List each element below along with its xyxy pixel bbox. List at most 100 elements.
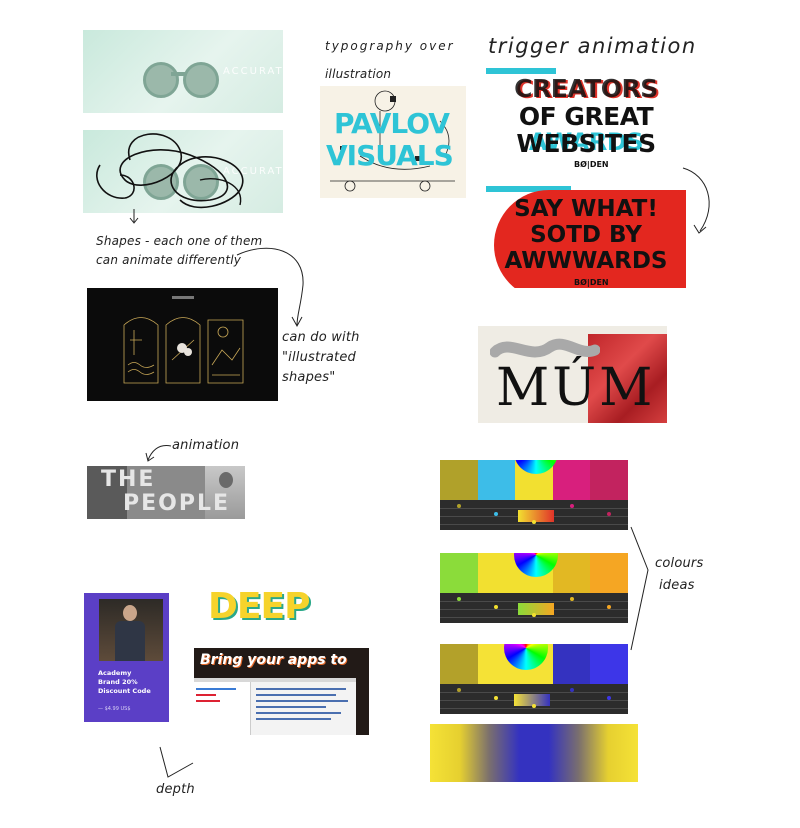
scribble-shapes xyxy=(96,133,244,209)
creators-brand: BØ|DEN xyxy=(574,160,609,169)
color-stop-dot[interactable] xyxy=(569,597,574,601)
academy-photo xyxy=(99,599,163,661)
saywhat-brand: BØ|DEN xyxy=(574,278,609,287)
color-stop-dot[interactable] xyxy=(532,520,536,524)
color-swatch[interactable] xyxy=(590,460,628,500)
glasses-bridge xyxy=(171,72,185,76)
color-swatch[interactable] xyxy=(440,644,479,684)
color-stop-dot[interactable] xyxy=(456,688,461,692)
deep-word: DEEP xyxy=(208,586,310,627)
color-panel-3 xyxy=(440,644,628,714)
color-panel-1 xyxy=(440,460,628,530)
grey-worm-shape xyxy=(490,338,600,358)
code-line xyxy=(256,688,346,690)
the-people-image: THE PEOPLE xyxy=(87,466,245,519)
photo-face xyxy=(219,472,233,488)
creators-line1: CREATORS xyxy=(514,74,658,103)
code-line xyxy=(256,700,348,702)
creators-line2: OF GREAT xyxy=(518,102,654,131)
person-head xyxy=(123,605,137,621)
right-lens xyxy=(183,164,219,200)
saywhat-line3: AWWWARDS xyxy=(504,248,668,274)
color-swatch[interactable] xyxy=(477,553,516,593)
saywhat-image: SAY WHAT! SOTD BY AWWWARDS BØ|DEN xyxy=(486,186,686,288)
note-illustration: illustration xyxy=(325,66,392,81)
color-swatch[interactable] xyxy=(590,644,628,684)
arrow-down-icon xyxy=(129,209,139,224)
gradient-slider[interactable] xyxy=(514,694,550,706)
note-typography: typography over illustration xyxy=(325,33,455,88)
pavlov-visuals-image: PAVLOV VISUALS xyxy=(320,86,466,198)
code-line xyxy=(256,694,336,696)
color-swatch[interactable] xyxy=(590,553,628,593)
color-stop-dot[interactable] xyxy=(532,704,536,708)
note-shapes-line2: can animate differently xyxy=(96,252,242,267)
ghost-text: ACCURATE xyxy=(223,166,283,177)
mum-word: MÚM xyxy=(496,358,656,418)
academy-footer: — $4.99 US$ xyxy=(98,706,131,712)
academy-line2: Brand 20% xyxy=(98,677,138,686)
visuals-word: VISUALS xyxy=(326,139,454,172)
red-blob xyxy=(494,190,686,288)
academy-line1: Academy xyxy=(98,669,132,677)
code-line xyxy=(256,718,331,720)
color-gradient-strip xyxy=(430,724,638,782)
creators-ghost-cyan: AWARDS xyxy=(528,128,644,156)
note-ideas-word: ideas xyxy=(659,578,695,594)
color-swatch[interactable] xyxy=(440,460,479,500)
person-body xyxy=(115,621,145,661)
gradient-slider[interactable] xyxy=(518,603,554,615)
color-swatch[interactable] xyxy=(477,460,516,500)
note-trigger-animation: trigger animation xyxy=(488,34,697,58)
color-swatch[interactable] xyxy=(552,644,591,684)
note-typography-over: typography over xyxy=(325,39,455,53)
sunglasses-shape xyxy=(133,160,223,200)
bring-apps-banner: Bring your apps to xyxy=(200,652,347,668)
color-swatch[interactable] xyxy=(440,553,479,593)
code-line xyxy=(256,712,341,714)
color-swatch[interactable] xyxy=(552,553,591,593)
creators-line3: WEBSITES xyxy=(516,129,656,158)
creators-line1-red: CREATORS xyxy=(516,75,660,104)
cyan-top-bar xyxy=(486,68,556,74)
color-stop-dot[interactable] xyxy=(569,504,574,508)
color-stop-dot[interactable] xyxy=(607,605,612,609)
academy-text: Academy Brand 20% Discount Code xyxy=(98,669,151,695)
note-illustrated-word: "illustrated xyxy=(282,350,356,366)
people-line1: THE xyxy=(101,467,156,492)
note-shapes: Shapes - each one of them can animate di… xyxy=(96,232,262,269)
ghost-text: ACCURATE xyxy=(223,66,283,77)
note-animation: animation xyxy=(172,438,240,453)
code-line xyxy=(196,694,216,696)
gradient-slider[interactable] xyxy=(518,510,554,522)
code-line xyxy=(196,700,220,702)
bring-apps-image: Bring your apps to xyxy=(194,648,369,735)
code-line xyxy=(196,688,236,690)
note-shapes-line1: Shapes - each one of them xyxy=(96,234,263,248)
saywhat-line1: SAY WHAT! xyxy=(514,196,658,222)
code-sidebar xyxy=(194,682,251,735)
top-caption-bar xyxy=(172,296,194,299)
right-lens xyxy=(183,62,219,98)
pavlov-word: PAVLOV xyxy=(334,107,450,140)
color-stop-dot[interactable] xyxy=(456,597,461,601)
photo-dark-left xyxy=(87,466,127,519)
creators-image: AWARDS CREATORS CREATORS OF GREAT WEBSIT… xyxy=(486,68,686,172)
note-depth: depth xyxy=(156,782,195,797)
color-stop-dot[interactable] xyxy=(532,613,536,617)
color-stop-dot[interactable] xyxy=(494,696,499,700)
color-swatch[interactable] xyxy=(552,460,591,500)
mum-image: MÚM xyxy=(478,326,667,423)
color-stop-dot[interactable] xyxy=(494,605,499,609)
note-shapes-word: shapes" xyxy=(282,370,336,386)
color-stop-dot[interactable] xyxy=(607,512,612,516)
color-stop-dot[interactable] xyxy=(456,504,461,508)
left-lens xyxy=(143,62,179,98)
color-stop-dot[interactable] xyxy=(494,512,499,516)
code-line xyxy=(256,706,326,708)
illustration-frames xyxy=(123,317,244,384)
color-stop-dot[interactable] xyxy=(607,696,612,700)
color-stop-dot[interactable] xyxy=(569,688,574,692)
left-lens xyxy=(143,164,179,200)
saywhat-line2: SOTD BY xyxy=(530,222,642,248)
